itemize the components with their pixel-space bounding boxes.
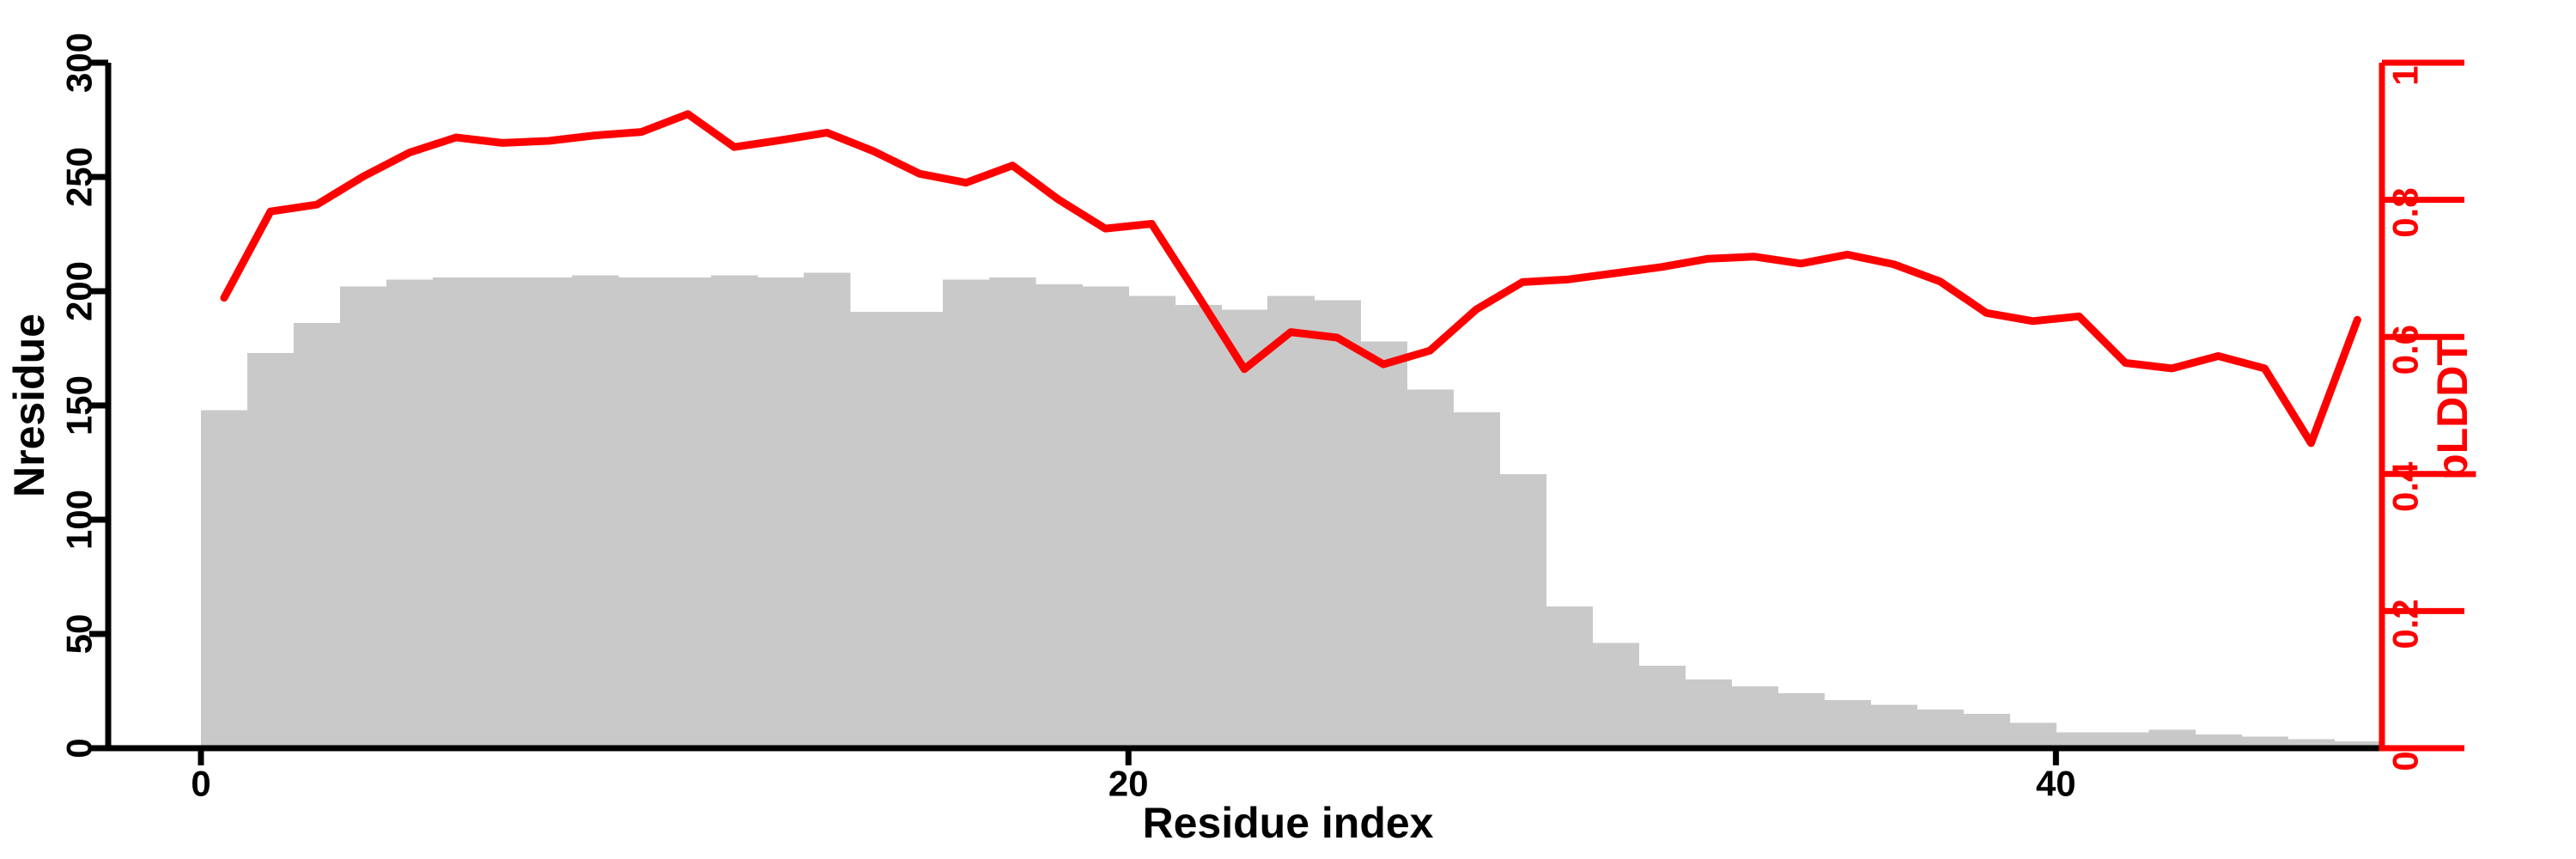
y-left-tick-label: 0 — [59, 738, 100, 758]
histogram-bar — [2102, 732, 2149, 748]
histogram-bar — [618, 277, 665, 748]
histogram-bar — [1824, 700, 1871, 748]
histogram-bar — [1221, 309, 1268, 748]
histogram-bar — [1777, 693, 1825, 748]
plddt-line — [220, 110, 2361, 448]
histogram-bar — [572, 275, 619, 748]
left-bottom-axes-layer: 0 50 100 150 200 250 300 0 20 40 — [59, 33, 2382, 804]
histogram-bar — [1499, 473, 1546, 748]
histogram-bar — [1917, 709, 1964, 748]
x-tick-label: 0 — [191, 764, 210, 804]
histogram-bar — [1638, 666, 1686, 748]
x-axis-title: Residue index — [1143, 799, 1434, 847]
histogram-bar — [2334, 741, 2381, 748]
y-left-tick-label: 150 — [59, 375, 100, 436]
histogram-bar — [1685, 679, 1732, 748]
plddt-line-layer — [220, 110, 2361, 448]
x-tick-label: 20 — [1109, 764, 1149, 804]
histogram-bar — [526, 277, 573, 748]
histogram-bar — [1175, 305, 1222, 748]
y-left-axis-title: Nresidue — [5, 314, 53, 497]
histogram-bar — [1406, 389, 1454, 748]
y-right-tick-label: 0.4 — [2385, 461, 2426, 512]
histogram-bar — [711, 275, 758, 748]
histogram-bar — [943, 279, 990, 748]
y-right-tick-label: 0.8 — [2385, 187, 2426, 237]
histogram-bar — [294, 323, 341, 748]
x-tick-label: 40 — [2036, 764, 2076, 804]
histogram-bar — [1360, 341, 1407, 748]
y-left-tick-label: 50 — [59, 614, 100, 655]
histogram-bar — [1963, 714, 2010, 748]
histogram-bar — [1870, 704, 1917, 748]
histogram-bar — [1731, 686, 1778, 748]
y-right-axis-title: pLDDT — [2428, 339, 2476, 480]
y-left-tick-label: 300 — [59, 33, 100, 93]
y-right-tick-label: 0.2 — [2385, 599, 2426, 649]
histogram-bar — [757, 277, 805, 748]
y-left-tick-label: 250 — [59, 147, 100, 207]
histogram-bar — [989, 277, 1036, 748]
y-right-tick-label: 1 — [2385, 65, 2426, 85]
histogram-bar — [1314, 300, 1361, 749]
right-axis-layer: 0 0.2 0.4 0.6 0.8 1 — [2379, 59, 2464, 771]
histogram-bar — [2148, 729, 2196, 748]
histogram-bar — [2287, 739, 2335, 748]
histogram-bar — [2056, 732, 2103, 748]
histogram-bar — [247, 352, 295, 748]
histogram-bar — [1128, 295, 1176, 748]
histogram-bar — [201, 410, 248, 748]
histogram-bar — [1267, 295, 1315, 748]
histogram-bar — [1453, 412, 1500, 748]
histogram-bar — [1546, 606, 1593, 748]
y-right-tick-label: 0.6 — [2385, 325, 2426, 375]
y-right-tick-label: 0 — [2385, 751, 2426, 771]
histogram-bars-layer — [201, 272, 2381, 749]
histogram-bar — [433, 277, 480, 748]
histogram-bar — [1592, 643, 1639, 748]
y-left-tick-label: 200 — [59, 261, 100, 321]
histogram-bar — [479, 277, 526, 748]
histogram-bar — [386, 279, 434, 748]
y-left-tick-label: 100 — [59, 490, 100, 550]
histogram-bar — [340, 286, 387, 748]
histogram-bar — [804, 272, 851, 748]
histogram-bar — [665, 277, 712, 748]
histogram-bar — [850, 311, 897, 748]
histogram-bar — [896, 311, 944, 748]
histogram-bar — [2009, 722, 2057, 748]
histogram-bar — [1082, 286, 1129, 748]
histogram-bar — [2195, 734, 2242, 748]
histogram-bar — [1036, 284, 1083, 748]
